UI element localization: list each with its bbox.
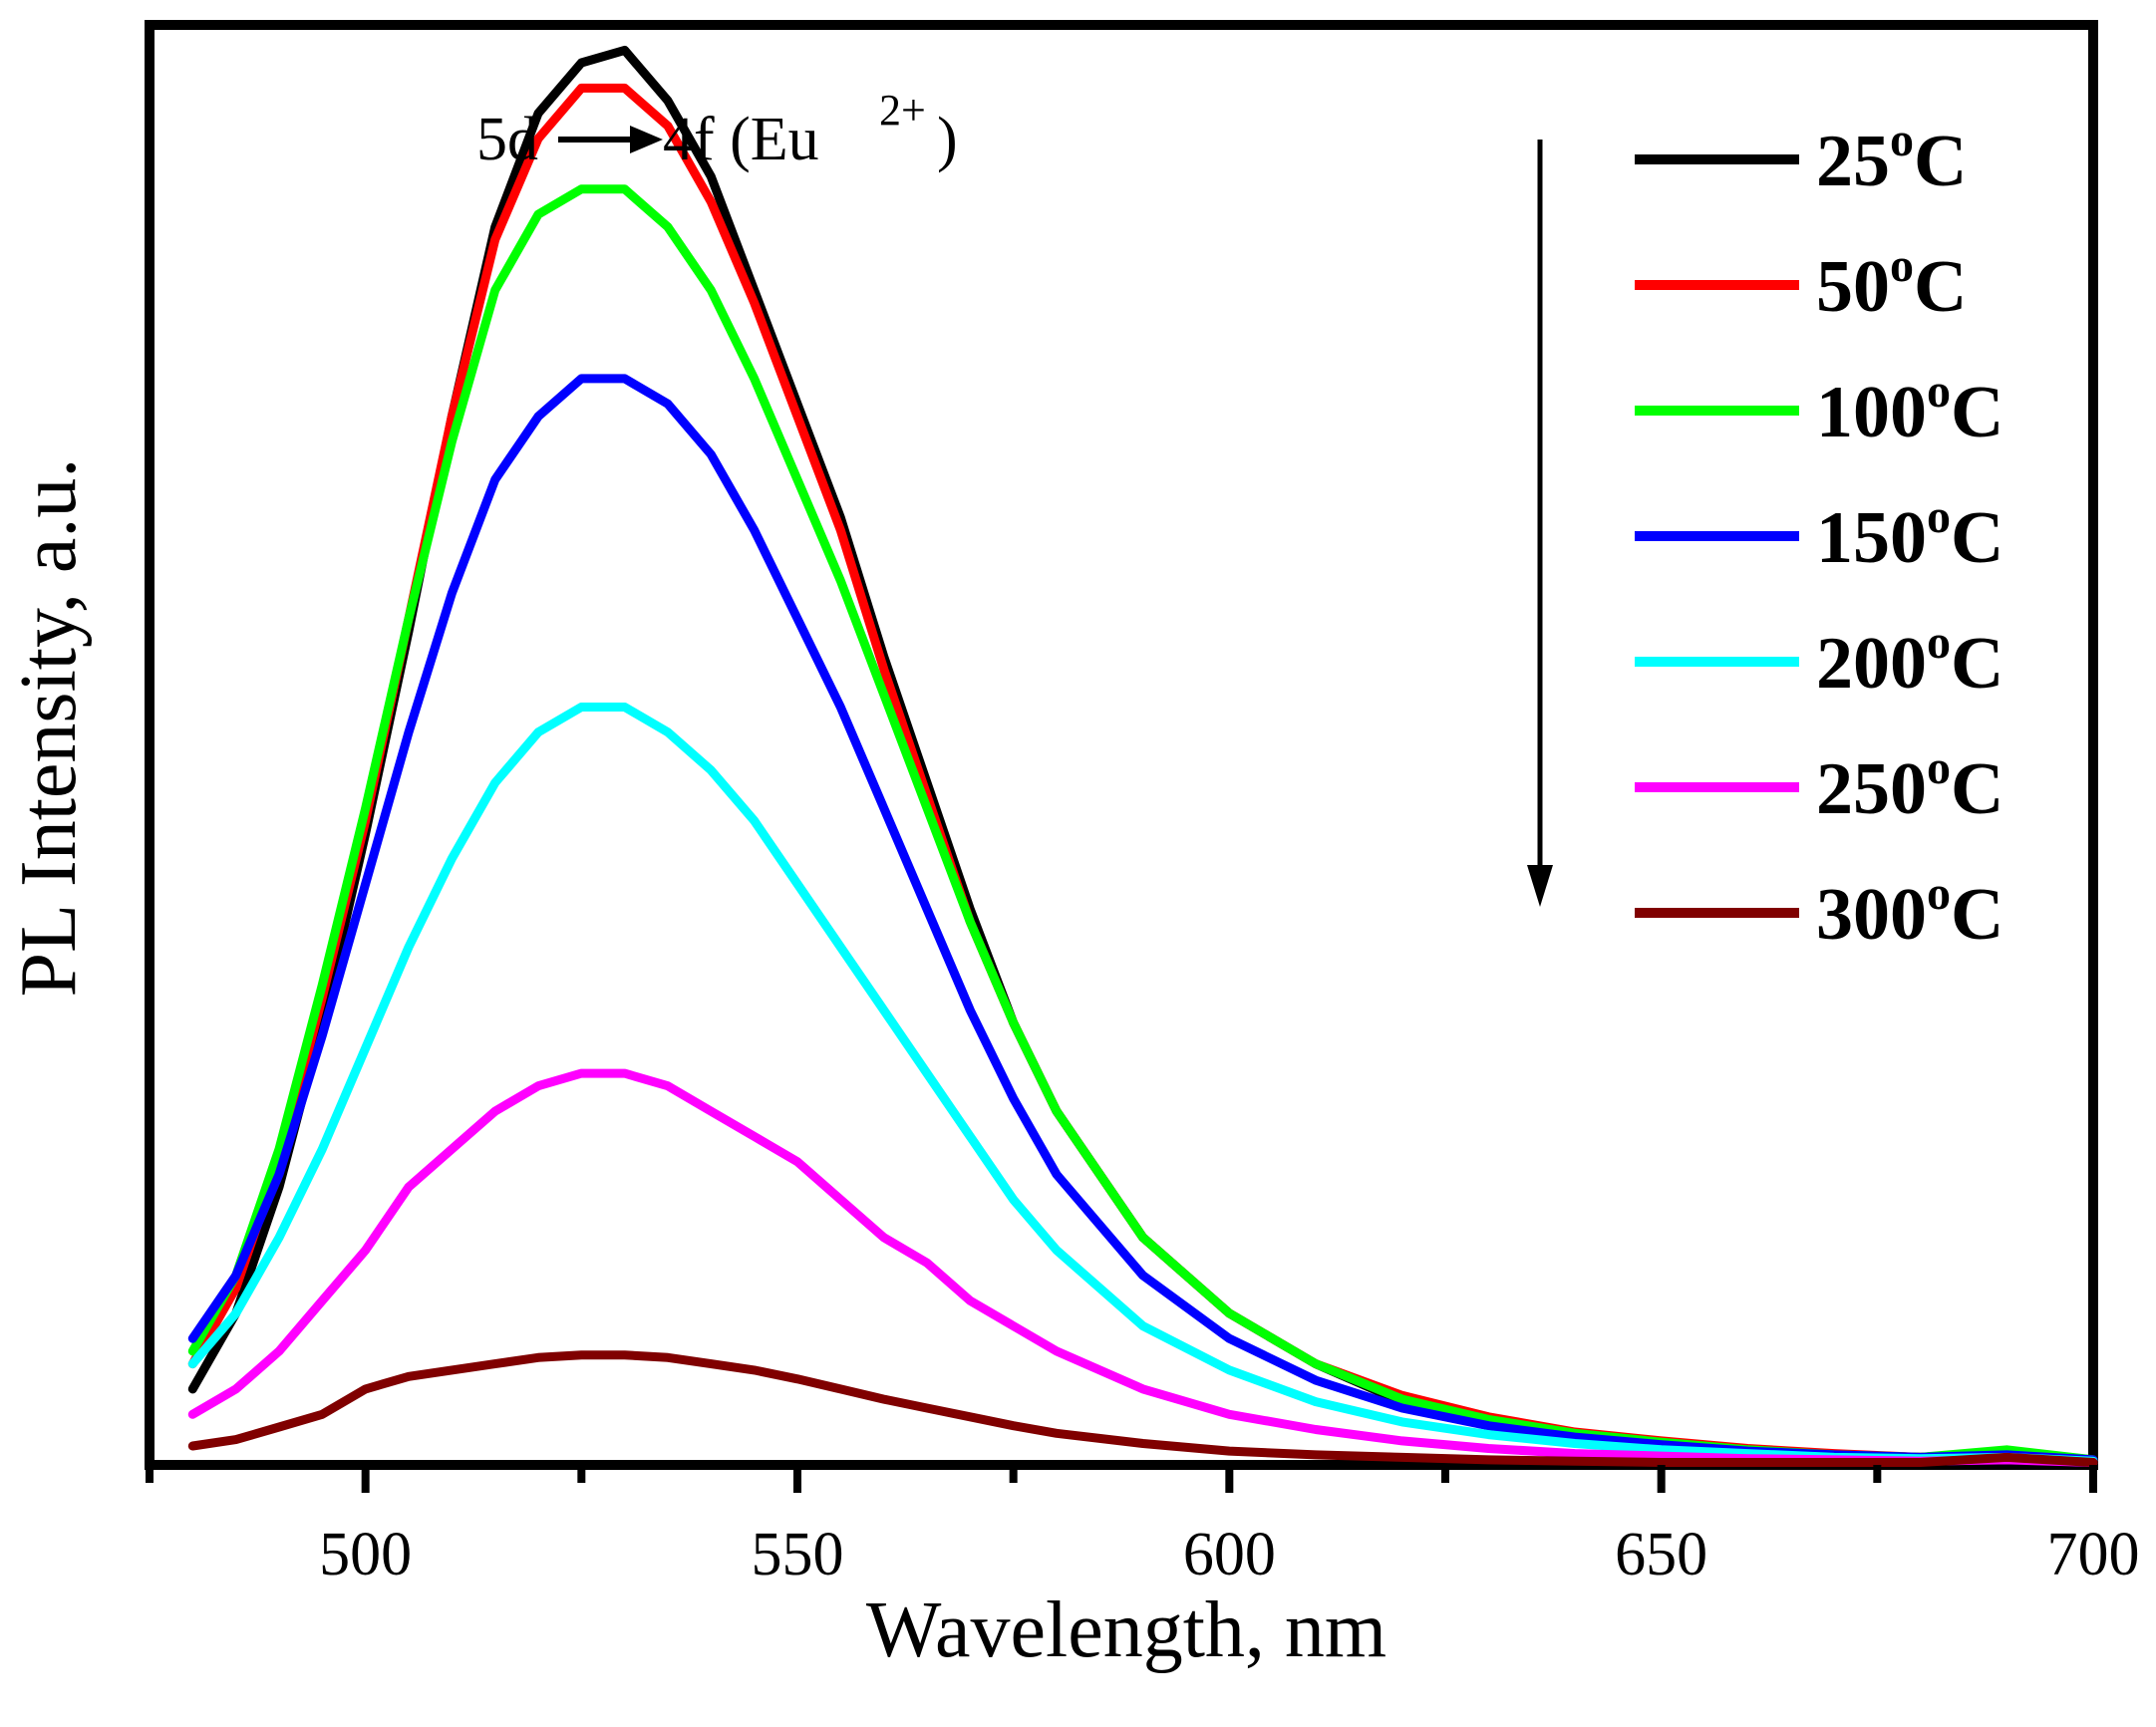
annotation-close-paren: ): [937, 106, 958, 173]
legend-label: 300oC: [1816, 867, 2003, 956]
annotation-4f-eu: 4f (Eu: [663, 106, 819, 173]
transition-annotation: 5d 4f (Eu 2+ ): [476, 86, 958, 173]
x-tick-label: 500: [319, 1521, 412, 1588]
series-layer: [187, 45, 2098, 1467]
x-tick-label: 700: [2047, 1521, 2140, 1588]
trend-arrow-icon: [1527, 140, 1553, 907]
legend-label: 250oC: [1816, 741, 2003, 830]
legend-label: 100oC: [1816, 365, 2003, 453]
series-line-300c: [187, 1350, 2098, 1467]
y-axis-title: PL Intensity, a.u.: [5, 458, 93, 998]
series-line-200c: [187, 703, 2098, 1466]
x-axis-ticks: 500 550 600 650 700: [146, 1465, 2140, 1588]
x-tick-label: 650: [1615, 1521, 1707, 1588]
x-tick-label: 600: [1183, 1521, 1276, 1588]
annotation-superscript: 2+: [879, 86, 926, 135]
series-line-250c: [187, 1068, 2098, 1467]
legend-item-100c: 100oC: [1635, 365, 2003, 453]
legend-item-250c: 250oC: [1635, 741, 2003, 830]
legend-label: 150oC: [1816, 490, 2003, 579]
legend-item-300c: 300oC: [1635, 867, 2003, 956]
plot-frame: [145, 20, 2098, 1470]
legend-label: 200oC: [1816, 616, 2003, 705]
legend-item-150c: 150oC: [1635, 490, 2003, 579]
trend-arrow-head: [1527, 865, 1553, 907]
annotation-5d: 5d: [476, 106, 538, 173]
annotation-arrow-head: [630, 126, 663, 153]
legend-item-200c: 200oC: [1635, 616, 2003, 705]
x-axis-title: Wavelength, nm: [866, 1586, 1386, 1674]
x-tick-label: 550: [752, 1521, 844, 1588]
series-line-150c: [187, 374, 2098, 1465]
